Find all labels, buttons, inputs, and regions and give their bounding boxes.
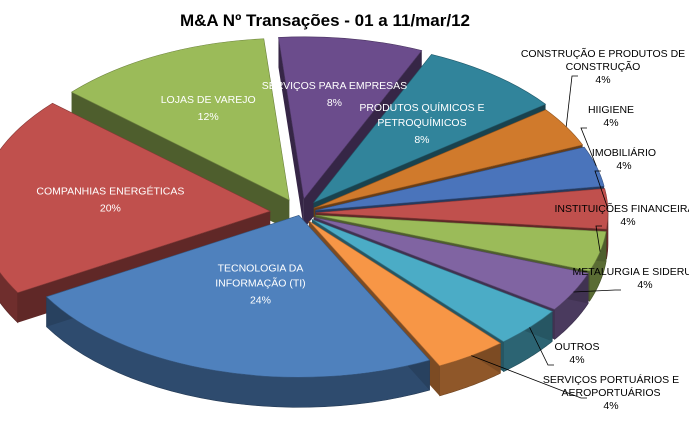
slice-value-label: 4% <box>569 354 584 366</box>
slice-value-label: 20% <box>100 203 121 215</box>
slice-label-line: INFORMAÇÃO (TI) <box>215 277 305 290</box>
slice-label-line: SERVIÇOS PARA EMPRESAS <box>262 80 408 92</box>
pie-tops <box>0 36 609 378</box>
slice-label-tecnologia-da-informacao-ti: TECNOLOGIA DA INFORMAÇÃO (TI) 24% <box>215 263 305 307</box>
slice-tecnologia-da-informacao-ti <box>45 214 431 378</box>
slice-label-line: AEROPORTUÁRIOS <box>562 386 661 399</box>
slice-cut-servicos-para-empresas <box>278 37 304 229</box>
slice-label-line: OUTROS <box>555 341 600 353</box>
slice-lojas-de-varejo <box>70 38 290 201</box>
slice-label-line: CONSTRUÇÃO <box>566 60 641 73</box>
slice-outros <box>311 219 553 343</box>
slice-value-label: 4% <box>595 74 610 86</box>
slice-label-produtos-quimicos-e-petroquimicos: PRODUTOS QUÍMICOS E PETROQUÍMICOS 8% <box>359 101 484 146</box>
slice-value-label: 4% <box>616 160 631 172</box>
slice-servicos-para-empresas <box>278 36 423 200</box>
slice-produtos-quimicos-e-petroquimicos <box>313 54 547 203</box>
slice-label-line: SERVIÇOS PORTUÁRIOS E <box>543 373 679 386</box>
slice-value-label: 4% <box>637 279 652 291</box>
slice-label-line: TECNOLOGIA DA <box>218 263 304 275</box>
slice-label-metalurgia-e-siderurgia: METALURGIA E SIDERURGIA4% <box>572 266 689 291</box>
slice-label-line: HIIGIENE <box>588 104 634 116</box>
slice-label-line: IMOBILIÁRIO <box>592 146 656 159</box>
slice-companhias-energeticas <box>0 102 271 294</box>
slice-label-companhias-energeticas: COMPANHIAS ENERGÉTICAS 20% <box>36 185 184 215</box>
slice-label-servicos-para-empresas: SERVIÇOS PARA EMPRESAS 8% <box>262 80 408 109</box>
slice-label-line: LOJAS DE VAREJO <box>161 94 256 106</box>
leader-line <box>594 170 609 209</box>
leader-line <box>529 327 554 366</box>
slice-imobiliario <box>315 188 609 230</box>
slice-label-lojas-de-varejo: LOJAS DE VAREJO 12% <box>161 94 256 123</box>
slice-value-label: 24% <box>250 295 271 307</box>
slice-label-line: COMPANHIAS ENERGÉTICAS <box>36 185 184 198</box>
slice-value-label: 8% <box>414 134 429 146</box>
slice-label-line: CONSTRUÇÃO E PRODUTOS DE <box>521 47 685 60</box>
slice-value-label: 4% <box>603 117 618 129</box>
leader-lines <box>471 75 621 399</box>
leader-line <box>573 289 621 293</box>
slice-construcao-e-produtos-de-construcao <box>313 109 584 209</box>
slice-value-label: 4% <box>620 216 635 228</box>
slice-value-label: 12% <box>198 111 219 123</box>
slice-instituicoes-financeiras <box>315 214 607 272</box>
slice-label-line: INSTITUIÇÕES FINANCEIRAS <box>554 202 689 215</box>
slice-value-label: 4% <box>603 400 618 412</box>
slice-value-label: 8% <box>327 97 342 109</box>
slice-side-companhias-energeticas <box>0 272 19 324</box>
slice-servicos-portuarios-e-aeroportuarios <box>308 220 502 367</box>
leader-line <box>595 225 602 252</box>
leader-line <box>580 127 597 167</box>
chart-title: M&A Nº Transações - 01 a 11/mar/12 <box>180 11 470 30</box>
leader-line <box>471 355 587 399</box>
slice-label-line: METALURGIA E SIDERURGIA <box>572 266 689 278</box>
slice-label-line: PETROQUÍMICOS <box>377 116 466 129</box>
slice-label-line: PRODUTOS QUÍMICOS E <box>359 101 484 114</box>
leader-line <box>565 75 578 127</box>
